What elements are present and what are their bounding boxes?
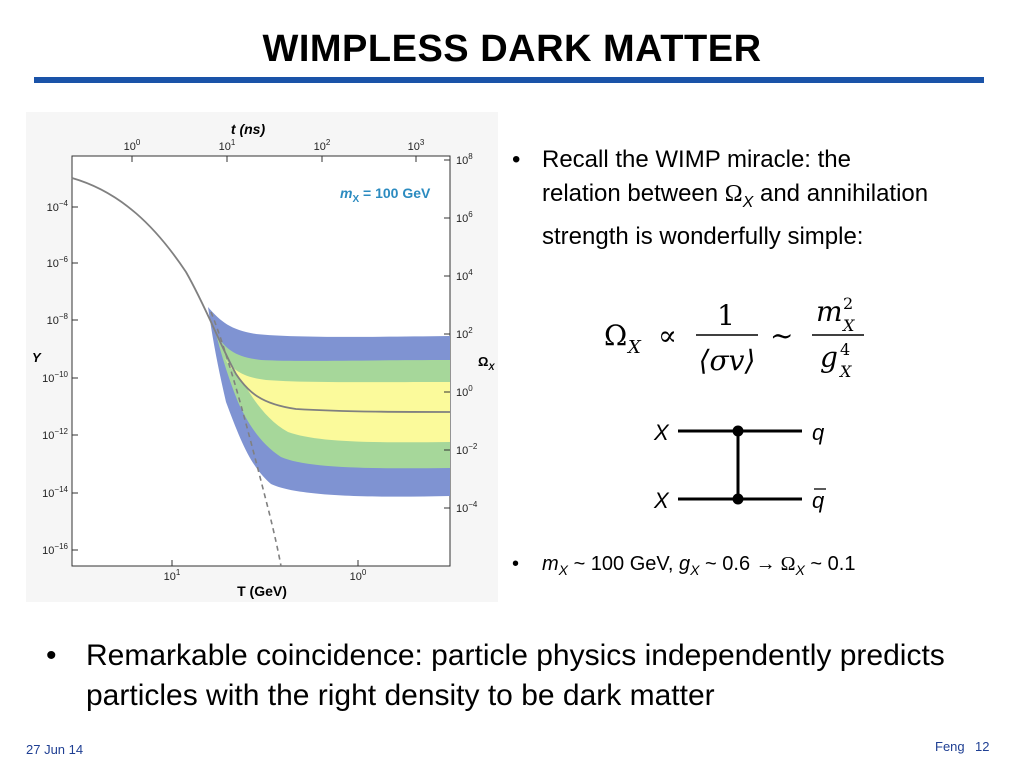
right-axis-title: ΩX [478, 354, 495, 372]
bullet-coincidence: • Remarkable coincidence: particle physi… [46, 636, 966, 716]
formula-sim: ~ [770, 319, 793, 352]
formula-denominator: ⟨σv⟩ [699, 344, 756, 377]
omega-symbol: Ω [775, 553, 796, 575]
relic-abundance-curve [71, 177, 451, 413]
bullet-parameters-text: mX ~ 100 GeV, gX ~ 0.6 → ΩX ~ 0.1 [542, 547, 855, 587]
right-tick-label: 10−2 [456, 442, 478, 457]
right-tick-label: 106 [456, 210, 473, 225]
bullet-wimp-miracle-text: Recall the WIMP miracle: the relation be… [542, 143, 932, 254]
formula-g: g [820, 341, 838, 374]
footer-author: Feng [935, 739, 965, 754]
formula-g-sup: 4 [840, 340, 850, 359]
left-tick-label: 10−6 [47, 255, 69, 270]
formula-omega: Ω [604, 319, 627, 352]
legend-sub: X [352, 194, 359, 205]
left-tick-label: 10−10 [42, 370, 68, 385]
legend-rest: = 100 GeV [359, 185, 431, 201]
formula-numerator: 1 [717, 299, 735, 332]
vertex-bottom [732, 493, 744, 505]
axis-ticks: 100 101 102 103 101 100 10−4 10−6 10−8 10−10 10−12… [42, 138, 478, 583]
diagram-q-top: q [812, 420, 825, 445]
equilibrium-curve [210, 311, 282, 567]
top-tick-label: 103 [408, 138, 425, 153]
right-axis-sub: X [487, 362, 495, 372]
bullet-marker: • [512, 553, 520, 575]
left-tick-label: 10−16 [42, 542, 68, 557]
top-axis-title: t (ns) [231, 121, 266, 137]
right-tick-label: 108 [456, 152, 473, 167]
bottom-axis-title: T (GeV) [237, 583, 287, 599]
formula-propto: ∝ [658, 319, 677, 352]
arrow-icon: → [755, 553, 776, 575]
left-tick-label: 10−8 [47, 312, 69, 327]
bottom-tick-label: 100 [350, 568, 367, 583]
text-part: Recall the WIMP miracle: the relation be… [542, 146, 851, 207]
formula-g-sub: X [838, 362, 852, 381]
footer-date: 27 Jun 14 [26, 742, 84, 757]
right-tick-label: 100 [456, 384, 473, 399]
diagram-x-bottom: X [653, 488, 670, 513]
legend-m: m [340, 185, 352, 201]
formula-m-sup: 2 [843, 295, 853, 313]
right-tick-label: 104 [456, 268, 473, 283]
right-tick-label: 102 [456, 326, 473, 341]
vertex-top [732, 425, 744, 437]
top-tick-label: 102 [314, 138, 331, 153]
bullet-coincidence-text: Remarkable coincidence: particle physics… [86, 639, 945, 712]
left-tick-label: 10−12 [42, 427, 68, 442]
text-g: g [679, 553, 691, 575]
right-axis-omega: Ω [478, 354, 488, 369]
omega-symbol: Ω [724, 181, 743, 207]
legend-label: mX = 100 GeV [340, 185, 431, 205]
formula-omega-sub: X [626, 337, 642, 358]
bullet-wimp-miracle: • Recall the WIMP miracle: the relation … [512, 143, 932, 254]
diagram-qbar-bottom: q [812, 488, 825, 513]
text-part: ~ 0.1 [804, 553, 856, 575]
slide-title: WIMPLESS DARK MATTER [262, 28, 762, 70]
wimp-miracle-formula: Ω X ∝ 1 ⟨σv⟩ ~ m 2 X g 4 X [604, 295, 864, 381]
text-part: and annihilation strength is wonderfully… [542, 180, 929, 250]
left-tick-label: 10−4 [47, 199, 69, 214]
left-tick-label: 10−14 [42, 485, 68, 500]
left-axis-title: Y [32, 350, 42, 365]
text-part: ~ 0.6 [699, 553, 756, 575]
feynman-diagram: X X q q [653, 420, 826, 513]
subscript-x: X [742, 193, 754, 211]
formula-m-sub: X [841, 316, 855, 335]
bullet-parameters: • mX ~ 100 GeV, gX ~ 0.6 → ΩX ~ 0.1 [512, 547, 982, 587]
bottom-tick-label: 101 [164, 568, 181, 583]
sub-x: X [690, 562, 700, 578]
bullet-marker: • [512, 146, 521, 173]
top-tick-label: 101 [219, 138, 236, 153]
diagram-x-top: X [653, 420, 670, 445]
right-tick-label: 10−4 [456, 500, 478, 515]
sub-x: X [558, 562, 569, 578]
freeze-out-figure: mX = 100 GeV 100 101 102 103 101 100 10−4 10−6 1… [26, 112, 498, 602]
bullet-marker: • [46, 639, 57, 672]
yellow-band [224, 357, 450, 443]
text-part: ~ 100 GeV, [568, 553, 680, 575]
formula-m: m [816, 295, 843, 328]
sub-x: X [795, 562, 805, 578]
text-m: m [542, 553, 559, 575]
page-number: 12 [975, 739, 990, 754]
top-tick-label: 100 [124, 138, 141, 153]
title-underline [34, 77, 984, 83]
